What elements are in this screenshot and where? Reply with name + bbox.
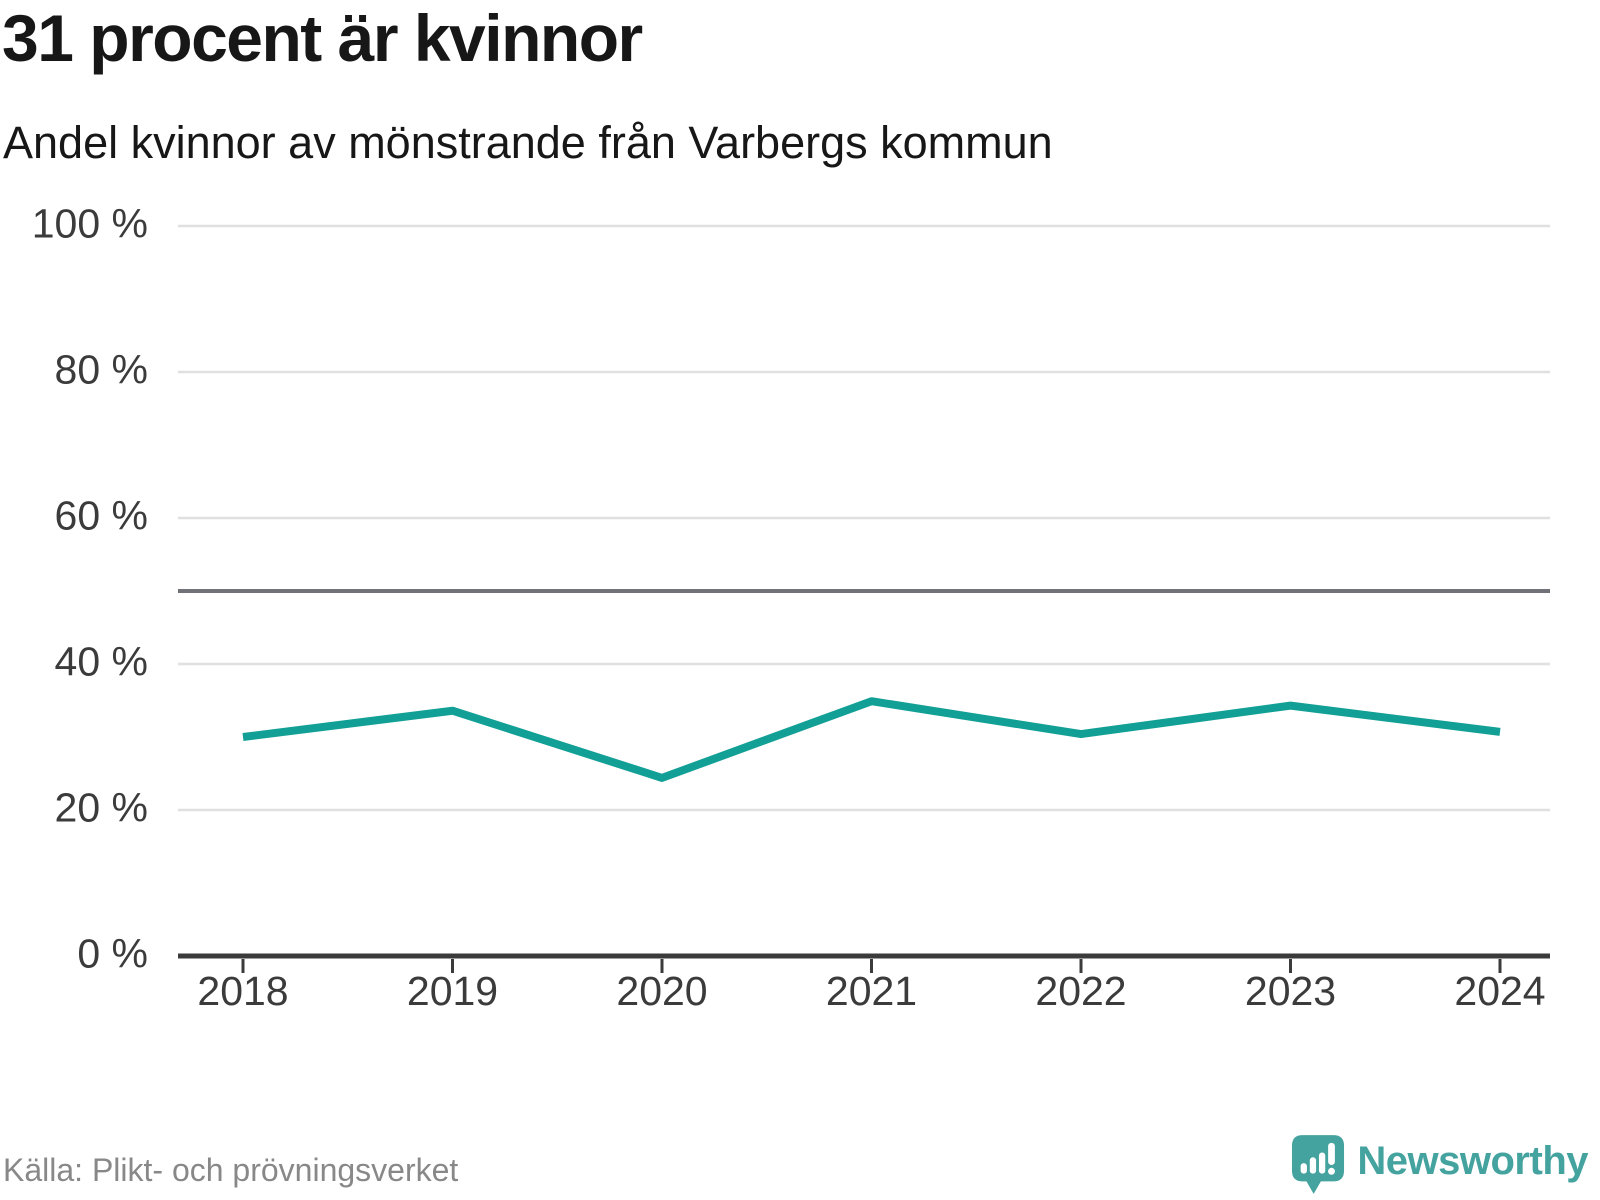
bar-large — [1319, 1152, 1326, 1174]
y-tick-label: 0 % — [77, 930, 148, 977]
x-tick-label: 2019 — [406, 968, 499, 1014]
chart-title: 31 procent är kvinnor — [2, 1, 643, 75]
speech-bubble-chart-icon — [1292, 1135, 1345, 1194]
y-tick-label: 100 % — [31, 200, 148, 247]
x-tick-label: 2022 — [1035, 968, 1127, 1014]
x-tick-label: 2020 — [616, 968, 708, 1014]
chart-subtitle: Andel kvinnor av mönstrande från Varberg… — [3, 117, 1053, 168]
speech-bubble-shape — [1292, 1135, 1345, 1194]
exclamation-dot — [1328, 1167, 1336, 1175]
bar-small — [1301, 1163, 1308, 1174]
x-tick-label: 2021 — [825, 968, 918, 1014]
x-tick-label: 2018 — [197, 968, 289, 1014]
y-tick-label: 20 % — [54, 784, 148, 831]
brand-logo: Newsworthy — [1291, 1134, 1588, 1196]
y-tick-label: 40 % — [54, 638, 148, 685]
y-tick-label: 60 % — [54, 492, 148, 539]
y-tick-label: 80 % — [54, 346, 148, 393]
data-line — [242, 697, 1501, 782]
bar-medium — [1310, 1157, 1317, 1174]
exclamation-bar — [1328, 1142, 1336, 1165]
source-note: Källa: Plikt- och prövningsverket — [3, 1152, 459, 1188]
x-tick-label: 2023 — [1244, 968, 1337, 1014]
x-tick-label: 2024 — [1454, 968, 1546, 1014]
brand-wordmark: Newsworthy — [1357, 1139, 1588, 1183]
